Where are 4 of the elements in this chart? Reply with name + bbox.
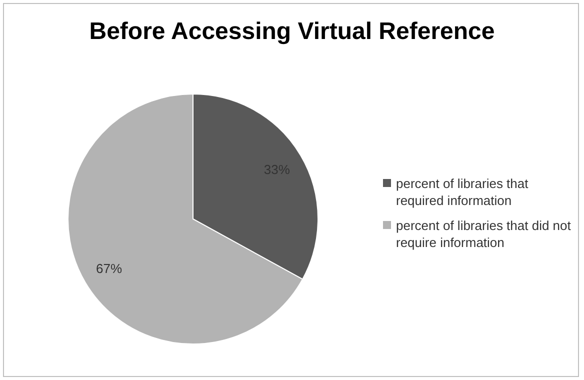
legend-label: percent of libraries that required information <box>396 175 530 209</box>
data-label: 67% <box>96 261 123 276</box>
legend-label: percent of libraries that did not require information <box>396 217 571 251</box>
chart-title: Before Accessing Virtual Reference <box>88 18 496 46</box>
